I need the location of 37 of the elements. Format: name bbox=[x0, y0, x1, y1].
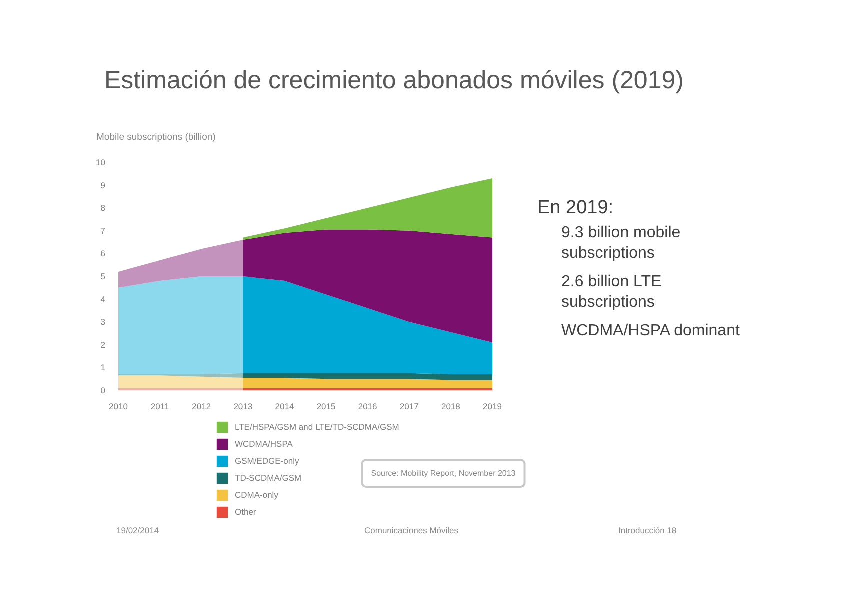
y-tick-label: 10 bbox=[96, 158, 106, 168]
legend-label: CDMA-only bbox=[235, 489, 278, 502]
x-tick-label: 2012 bbox=[192, 402, 212, 412]
x-tick-label: 2014 bbox=[275, 402, 294, 412]
y-tick-label: 9 bbox=[100, 180, 106, 190]
source-note: Source: Mobility Report, November 2013 bbox=[371, 469, 516, 478]
legend-label: Other bbox=[235, 506, 256, 519]
x-tick-label: 2015 bbox=[316, 402, 336, 412]
legend-label: WCDMA/HSPA bbox=[235, 438, 293, 451]
x-tick-label: 2011 bbox=[150, 402, 170, 412]
x-tick-label: 2018 bbox=[441, 402, 461, 412]
text: 19/02/2014 bbox=[116, 526, 160, 536]
y-tick-label: 3 bbox=[100, 317, 106, 328]
y-tick-label: 5 bbox=[100, 272, 106, 282]
legend-label: GSM/EDGE-only bbox=[235, 455, 300, 468]
y-tick-label: 4 bbox=[100, 294, 106, 304]
text: Introducción 18 bbox=[618, 526, 677, 536]
chart-title: Estimación de crecimiento abonados móviles (2019) bbox=[104, 66, 684, 94]
x-tick-label: 2019 bbox=[483, 402, 502, 412]
x-tick-label: 2016 bbox=[358, 402, 378, 412]
text: 9.3 billion mobile subscriptions bbox=[562, 224, 681, 262]
y-axis-title: Mobile subscriptions (billion) bbox=[96, 132, 216, 143]
text: 2.6 billion LTE subscriptions bbox=[562, 273, 662, 311]
y-tick-label: 6 bbox=[100, 248, 106, 259]
x-tick-label: 2017 bbox=[400, 402, 420, 412]
text: Comunicaciones Móviles bbox=[364, 526, 459, 536]
y-tick-label: 1 bbox=[100, 362, 106, 373]
y-tick-label: 2 bbox=[100, 340, 106, 350]
x-tick-label: 2013 bbox=[234, 402, 253, 412]
y-tick-label: 8 bbox=[100, 203, 106, 214]
legend-label: LTE/HSPA/GSM and LTE/TD-SCDMA/GSM bbox=[235, 421, 400, 434]
x-tick-label: 2010 bbox=[109, 402, 128, 412]
text: En 2019: bbox=[538, 198, 614, 219]
y-tick-label: 0 bbox=[100, 386, 106, 396]
text: WCDMA/HSPA dominant bbox=[562, 322, 740, 340]
y-tick-label: 7 bbox=[100, 226, 106, 236]
legend-label: TD-SCDMA/GSM bbox=[235, 472, 302, 485]
